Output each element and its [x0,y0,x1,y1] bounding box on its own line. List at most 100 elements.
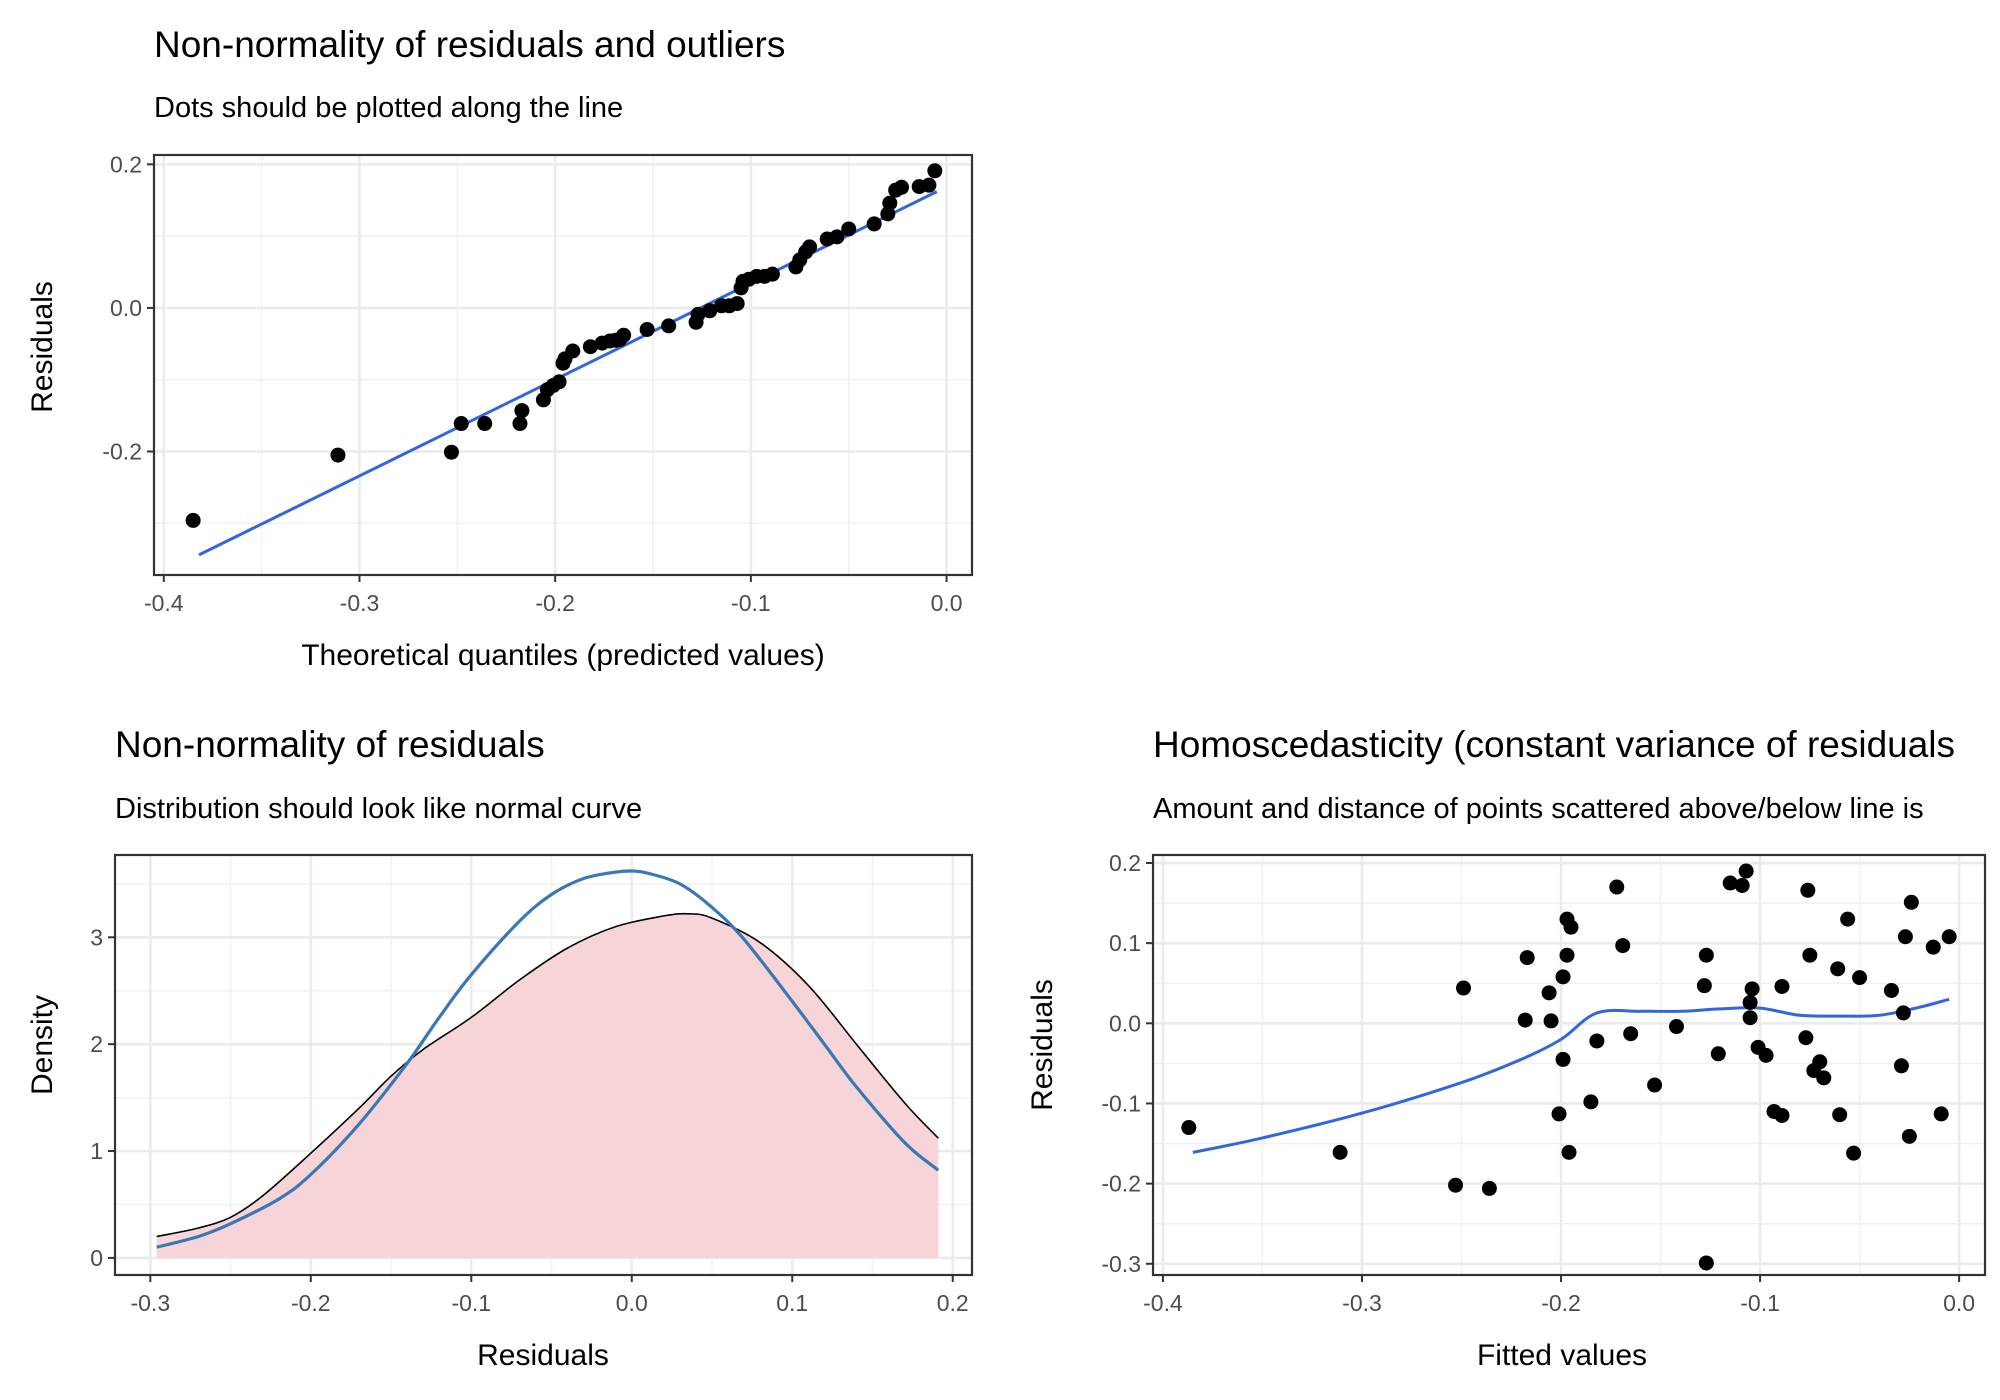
qq-point [330,447,346,463]
qq-point [661,318,677,334]
qq-point [185,512,201,528]
homo-point [1332,1144,1348,1160]
density-panel: Non-normality of residuals Distribution … [26,724,974,1372]
homo-point [1448,1177,1464,1193]
homo-point [1615,938,1631,954]
homo-point [1893,1058,1909,1074]
qq-y-tick-label: -0.2 [102,439,142,465]
homo-point [1798,1030,1814,1046]
qq-point [443,444,459,460]
homo-y-tick-label: -0.3 [1101,1251,1141,1277]
qq-y-axis-label: Residuals [26,281,59,413]
homo-x-tick-label: -0.3 [1342,1290,1382,1316]
qq-subtitle: Dots should be plotted along the line [154,92,623,124]
density-y-tick-label: 3 [90,924,103,950]
qq-point [927,163,943,179]
density-plot-area: -0.3 -0.2 -0.1 0.0 0.1 0.2 0 1 2 3 [90,853,974,1316]
qq-point [616,327,632,343]
qq-point [565,343,581,359]
homo-point [1802,947,1818,963]
density-y-tick-label: 0 [90,1245,103,1271]
homo-y-tick-label: 0.1 [1109,930,1141,956]
homo-point [1668,1019,1684,1035]
homo-point [1933,1106,1949,1122]
homo-point [1609,879,1625,895]
homo-point [1758,1047,1774,1063]
qq-panel-border [152,153,974,577]
homo-panel-border [1151,853,1987,1277]
normal-curve [156,869,940,1249]
density-x-tick-label: 0.0 [616,1290,648,1316]
homo-point [1623,1026,1639,1042]
homo-point [1710,1046,1726,1062]
homo-point [1895,1005,1911,1021]
homo-point [1647,1077,1663,1093]
homo-point [1555,969,1571,985]
qq-point [551,374,567,390]
homo-point [1559,947,1575,963]
homo-y-tick-label: 0.0 [1109,1010,1141,1036]
qq-point [702,303,718,319]
homo-point [1883,982,1899,998]
qq-point [921,177,937,193]
homo-point [1742,1010,1758,1026]
qq-point [477,416,493,432]
qq-x-tick-label: -0.2 [535,590,575,616]
density-area-fill [156,913,939,1258]
qq-x-tick-label: -0.4 [144,590,184,616]
homo-point [1816,1070,1832,1086]
homo-plot-area: -0.4 -0.3 -0.2 -0.1 0.0-0.3-0.2-0.10.00.10.2 [1101,850,1987,1316]
qq-plot-area: -0.4 -0.3 -0.2 -0.1 0.0 -0.2 0.0 0.2 [102,151,974,616]
qq-x-tick-label: -0.1 [731,590,771,616]
homo-point [1840,911,1856,927]
qq-point [764,266,780,282]
homo-point [1555,1051,1571,1067]
homo-point [1583,1094,1599,1110]
homo-point [1925,939,1941,955]
homo-smooth-line [1192,997,1950,1154]
homo-point [1722,875,1738,891]
homo-point [1698,1255,1714,1271]
homo-point [1698,947,1714,963]
density-x-tick-label: -0.3 [130,1290,170,1316]
density-y-tick-label: 1 [90,1138,103,1164]
qq-point [514,403,530,419]
homo-x-tick-label: -0.2 [1541,1290,1581,1316]
homo-panel: Homoscedasticity (constant variance of r… [1026,724,1987,1372]
qq-point [729,296,745,312]
qq-point [894,179,910,195]
density-title: Non-normality of residuals [115,724,545,765]
homo-point [1897,929,1913,945]
homo-point [1901,1128,1917,1144]
qq-point [866,216,882,232]
qq-point [690,306,706,322]
homo-point [1519,950,1535,966]
density-curve [156,912,939,1238]
homo-point [1543,1013,1559,1029]
density-panel-border [113,853,974,1277]
qq-y-tick-label: 0.0 [110,295,142,321]
homo-point [1903,894,1919,910]
density-x-tick-label: 0.1 [776,1290,808,1316]
homo-point [1774,978,1790,994]
homo-point [1852,970,1868,986]
density-x-axis-label: Residuals [477,1339,609,1372]
density-x-tick-label: -0.2 [291,1290,331,1316]
homo-point [1481,1180,1497,1196]
homo-point [1561,1144,1577,1160]
homo-point [1456,980,1472,996]
homo-point [1800,882,1816,898]
homo-point [1832,1107,1848,1123]
qq-point [453,416,469,432]
homo-y-axis-label: Residuals [1026,979,1059,1111]
homo-point [1589,1033,1605,1049]
homo-point [1738,863,1754,879]
density-y-axis-label: Density [26,995,59,1095]
homo-point [1734,877,1750,893]
qq-point [512,416,528,432]
homo-title: Homoscedasticity (constant variance of r… [1153,724,1955,765]
qq-point [882,195,898,211]
homo-point [1830,961,1846,977]
homo-point [1812,1054,1828,1070]
